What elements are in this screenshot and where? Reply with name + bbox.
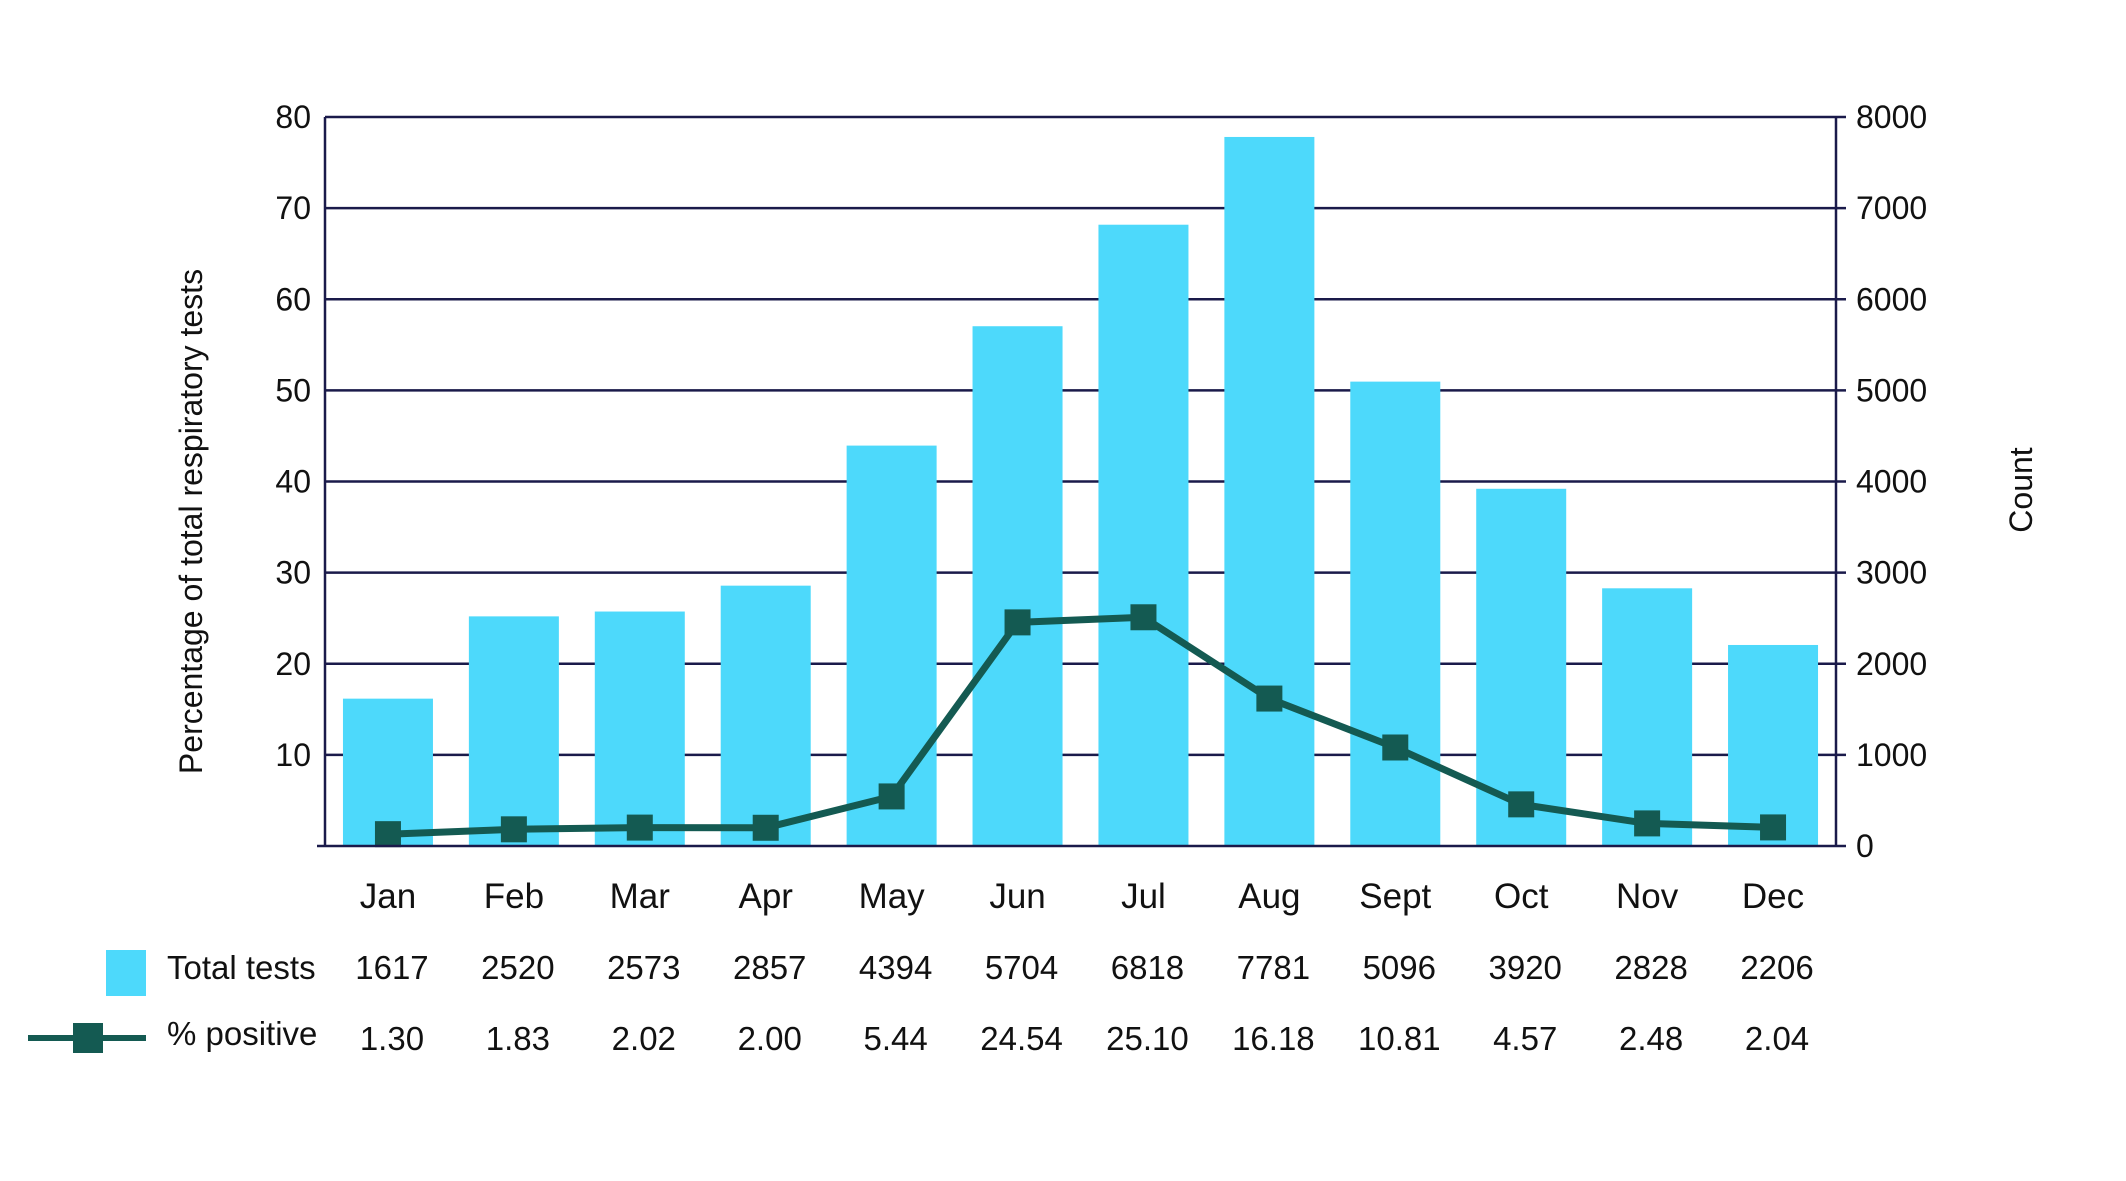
- table-cell-total-tests: 2573: [607, 949, 680, 986]
- table-cell-percent-positive: 2.02: [612, 1020, 676, 1057]
- table-cell-percent-positive: 2.48: [1619, 1020, 1683, 1057]
- left-tick-label: 20: [275, 646, 311, 682]
- legend-label-total-tests: Total tests: [167, 949, 316, 986]
- x-tick-label: May: [859, 877, 926, 916]
- left-tick-label: 50: [275, 372, 311, 408]
- table-cell-percent-positive: 5.44: [864, 1020, 928, 1057]
- left-tick-label: 30: [275, 555, 311, 591]
- right-tick-label: 8000: [1856, 99, 1927, 135]
- bar-dec: [1728, 644, 1819, 846]
- percent-positive-line: [374, 604, 1787, 848]
- right-tick-label: 5000: [1856, 372, 1927, 408]
- table-cell-total-tests: 1617: [355, 949, 428, 986]
- gridlines: [325, 115, 1836, 757]
- bar-feb: [468, 616, 559, 846]
- marker-apr: [752, 814, 779, 841]
- x-tick-label: Nov: [1616, 877, 1679, 916]
- x-tick-label: Jun: [989, 877, 1045, 916]
- bars: [342, 136, 1819, 847]
- x-tick-label: Feb: [484, 877, 544, 916]
- table-cell-total-tests: 2520: [481, 949, 554, 986]
- bar-jun: [972, 326, 1063, 846]
- legend-marker-percent-positive: [73, 1023, 103, 1053]
- marker-jun: [1004, 609, 1031, 636]
- right-tick-label: 4000: [1856, 464, 1927, 500]
- bar-oct: [1476, 488, 1567, 846]
- marker-jan: [374, 821, 401, 848]
- left-tick-label: 80: [275, 99, 311, 135]
- marker-mar: [626, 814, 653, 841]
- right-axis-title: Count: [2003, 447, 2039, 533]
- percent-positive-polyline: [387, 613, 1774, 838]
- x-tick-label: Oct: [1494, 877, 1549, 916]
- right-tick-label: 2000: [1856, 646, 1927, 682]
- legend-swatch-total-tests: [106, 950, 146, 996]
- right-tick-label: 6000: [1856, 281, 1927, 317]
- bar-aug: [1224, 136, 1315, 847]
- table-cell-percent-positive: 16.18: [1232, 1020, 1315, 1057]
- bar-apr: [720, 585, 811, 846]
- table-cell-percent-positive: 1.30: [360, 1020, 424, 1057]
- marker-aug: [1256, 685, 1283, 712]
- table-cell-percent-positive: 2.00: [738, 1020, 802, 1057]
- marker-oct: [1508, 791, 1535, 818]
- bar-mar: [594, 611, 685, 846]
- bar-sept: [1350, 381, 1441, 846]
- table-cell-total-tests: 3920: [1488, 949, 1561, 986]
- right-tick-label: 0: [1856, 828, 1874, 864]
- bar-may: [846, 445, 937, 846]
- x-tick-label: Jul: [1121, 877, 1166, 916]
- table-cell-percent-positive: 2.04: [1745, 1020, 1809, 1057]
- data-table: Total tests % positive 1617 2520 2573 2857 439…: [28, 949, 1814, 1057]
- right-tick-label: 3000: [1856, 555, 1927, 591]
- axes: [317, 115, 1846, 848]
- left-tick-label: 40: [275, 464, 311, 500]
- table-cell-percent-positive: 25.10: [1106, 1020, 1189, 1057]
- x-tick-label: Sept: [1359, 877, 1431, 916]
- bar-nov: [1602, 588, 1693, 846]
- left-tick-label: 10: [275, 737, 311, 773]
- marker-nov: [1634, 810, 1661, 837]
- table-cell-total-tests: 5096: [1363, 949, 1436, 986]
- right-tick-label: 1000: [1856, 737, 1927, 773]
- marker-dec: [1760, 814, 1787, 841]
- marker-feb: [500, 816, 527, 843]
- table-cell-total-tests: 5704: [985, 949, 1058, 986]
- left-tick-label: 70: [275, 190, 311, 226]
- marker-jul: [1130, 604, 1157, 631]
- table-cell-total-tests: 2206: [1740, 949, 1813, 986]
- left-tick-label: 60: [275, 281, 311, 317]
- marker-sept: [1382, 734, 1409, 761]
- left-axis-title: Percentage of total respiratory tests: [173, 269, 209, 774]
- table-cell-percent-positive: 4.57: [1493, 1020, 1557, 1057]
- bar-jul: [1098, 224, 1189, 847]
- table-cell-total-tests: 4394: [859, 949, 932, 986]
- x-tick-label: Apr: [738, 877, 793, 916]
- marker-may: [878, 783, 905, 810]
- table-cell-percent-positive: 10.81: [1358, 1020, 1441, 1057]
- table-cell-total-tests: 6818: [1111, 949, 1184, 986]
- table-cell-total-tests: 2857: [733, 949, 806, 986]
- legend-label-percent-positive: % positive: [167, 1015, 317, 1052]
- x-tick-label: Dec: [1742, 877, 1804, 916]
- table-cell-total-tests: 7781: [1237, 949, 1310, 986]
- table-cell-total-tests: 2828: [1614, 949, 1687, 986]
- labels: 10 20 30 40 50 60 70 80 0 1000 2000 3000 4000 5000 600…: [173, 99, 2039, 916]
- x-tick-label: Mar: [610, 877, 671, 916]
- right-tick-label: 7000: [1856, 190, 1927, 226]
- x-tick-label: Aug: [1238, 877, 1300, 916]
- table-cell-percent-positive: 24.54: [980, 1020, 1063, 1057]
- table-cell-percent-positive: 1.83: [486, 1020, 550, 1057]
- x-tick-label: Jan: [360, 877, 416, 916]
